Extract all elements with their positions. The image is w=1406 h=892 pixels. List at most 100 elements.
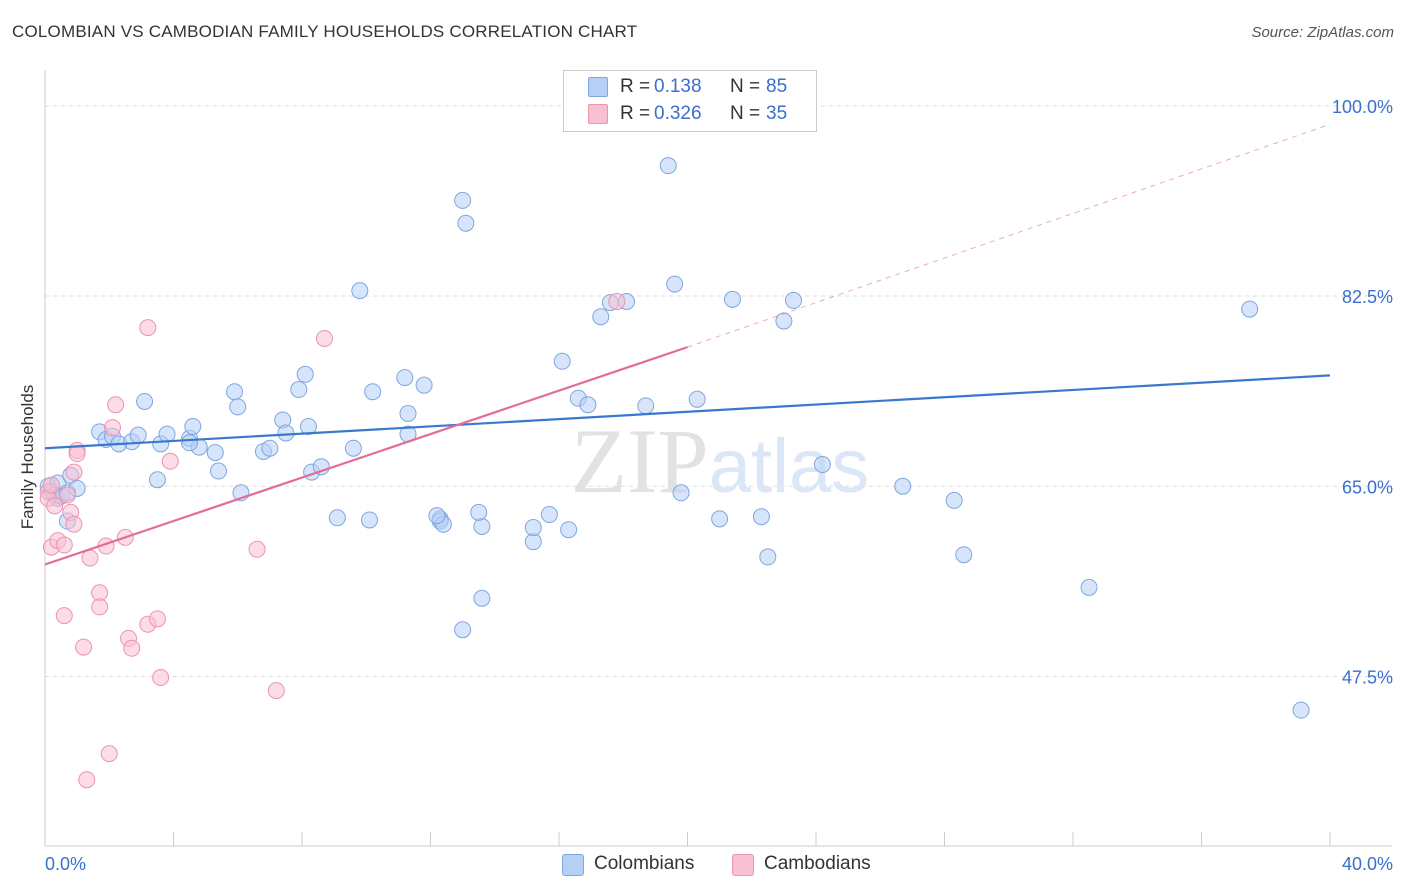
data-point-colombians <box>396 369 414 387</box>
data-point-cambodians <box>65 515 83 533</box>
legend-swatch-cambodians <box>732 854 754 876</box>
chart-source: Source: ZipAtlas.com <box>1251 24 1394 41</box>
data-point-cambodians <box>103 419 121 437</box>
data-point-cambodians <box>152 669 170 687</box>
data-point-colombians <box>399 404 417 422</box>
data-point-colombians <box>813 456 831 474</box>
data-point-colombians <box>129 426 147 444</box>
data-point-colombians <box>785 291 803 309</box>
data-point-cambodians <box>315 329 333 347</box>
data-point-cambodians <box>248 540 266 558</box>
data-point-colombians <box>1080 578 1098 596</box>
stats-swatch-colombians <box>588 77 608 97</box>
data-point-cambodians <box>267 682 285 700</box>
data-point-colombians <box>360 511 378 529</box>
data-point-cambodians <box>107 396 125 414</box>
chart-title: COLOMBIAN VS CAMBODIAN FAMILY HOUSEHOLDS… <box>12 22 638 41</box>
y-tick-label: 100.0% <box>1332 97 1393 117</box>
n-value: 35 <box>766 103 788 124</box>
data-point-colombians <box>775 312 793 330</box>
r-value: 0.326 <box>654 103 702 124</box>
data-point-colombians <box>457 214 475 232</box>
data-point-colombians <box>344 439 362 457</box>
data-point-colombians <box>209 462 227 480</box>
data-point-colombians <box>226 383 244 401</box>
data-point-colombians <box>206 444 224 462</box>
stats-swatch-cambodians <box>588 104 608 124</box>
data-point-colombians <box>894 477 912 495</box>
data-point-cambodians <box>91 584 109 602</box>
x-tick-label: 40.0% <box>1342 854 1393 874</box>
data-point-colombians <box>560 521 578 539</box>
r-value: 0.138 <box>654 76 702 97</box>
data-point-cambodians <box>81 549 99 567</box>
trend-line-colombians <box>44 374 1331 450</box>
data-point-colombians <box>524 519 542 537</box>
data-point-colombians <box>328 509 346 527</box>
data-point-colombians <box>470 503 488 521</box>
legend-label-colombians: Colombians <box>594 853 695 874</box>
legend-label-cambodians: Cambodians <box>764 853 871 874</box>
data-point-colombians <box>540 506 558 524</box>
tick-labels: 47.5% 65.0% 82.5% 100.0% 0.0% 40.0% <box>45 97 1393 874</box>
data-point-colombians <box>524 533 542 551</box>
legend-swatch-colombians <box>562 854 584 876</box>
data-point-colombians <box>415 376 433 394</box>
x-tick-label: 0.0% <box>45 854 86 874</box>
data-point-colombians <box>666 275 684 293</box>
data-point-colombians <box>592 308 610 326</box>
y-tick-label: 47.5% <box>1342 667 1393 687</box>
data-point-colombians <box>1241 300 1259 318</box>
n-label: N = <box>730 76 761 97</box>
y-tick-label: 65.0% <box>1342 477 1393 497</box>
data-point-cambodians <box>55 536 73 554</box>
data-point-colombians <box>659 157 677 175</box>
data-point-colombians <box>454 191 472 209</box>
data-point-cambodians <box>139 319 157 337</box>
data-point-colombians <box>945 491 963 509</box>
data-point-colombians <box>454 621 472 639</box>
data-point-colombians <box>752 508 770 526</box>
data-point-colombians <box>428 507 446 525</box>
data-point-cambodians <box>68 445 86 463</box>
n-label: N = <box>730 103 761 124</box>
trend-line-extension-cambodians <box>687 123 1331 348</box>
data-point-cambodians <box>608 292 626 310</box>
data-point-colombians <box>351 282 369 300</box>
data-point-colombians <box>473 589 491 607</box>
gridlines <box>45 105 1392 677</box>
stats-box: R = 0.138 N = 85 R = 0.326 N = 35 <box>563 70 817 132</box>
data-point-colombians <box>723 290 741 308</box>
data-point-colombians <box>296 365 314 383</box>
data-point-cambodians <box>42 476 60 494</box>
data-point-colombians <box>1292 701 1310 719</box>
data-point-cambodians <box>161 452 179 470</box>
axes <box>44 70 1392 847</box>
data-point-colombians <box>290 381 308 399</box>
r-label: R = <box>620 76 651 97</box>
data-point-colombians <box>637 397 655 415</box>
data-point-colombians <box>181 434 199 452</box>
data-point-colombians <box>672 484 690 502</box>
watermark-atlas: atlas <box>709 424 870 509</box>
data-point-cambodians <box>91 598 109 616</box>
data-point-cambodians <box>75 638 93 656</box>
data-point-colombians <box>299 417 317 435</box>
data-point-cambodians <box>78 771 96 789</box>
data-point-colombians <box>688 390 706 408</box>
data-point-colombians <box>553 352 571 370</box>
data-point-colombians <box>158 425 176 443</box>
data-point-colombians <box>473 517 491 535</box>
data-point-colombians <box>229 398 247 416</box>
data-point-cambodians <box>148 610 166 628</box>
data-points <box>39 157 1310 789</box>
data-point-cambodians <box>65 463 83 481</box>
r-label: R = <box>620 103 651 124</box>
data-point-cambodians <box>55 607 73 625</box>
data-point-colombians <box>184 417 202 435</box>
data-point-colombians <box>759 548 777 566</box>
data-point-colombians <box>136 392 154 410</box>
n-value: 85 <box>766 76 788 97</box>
data-point-colombians <box>148 471 166 489</box>
data-point-cambodians <box>46 497 64 515</box>
